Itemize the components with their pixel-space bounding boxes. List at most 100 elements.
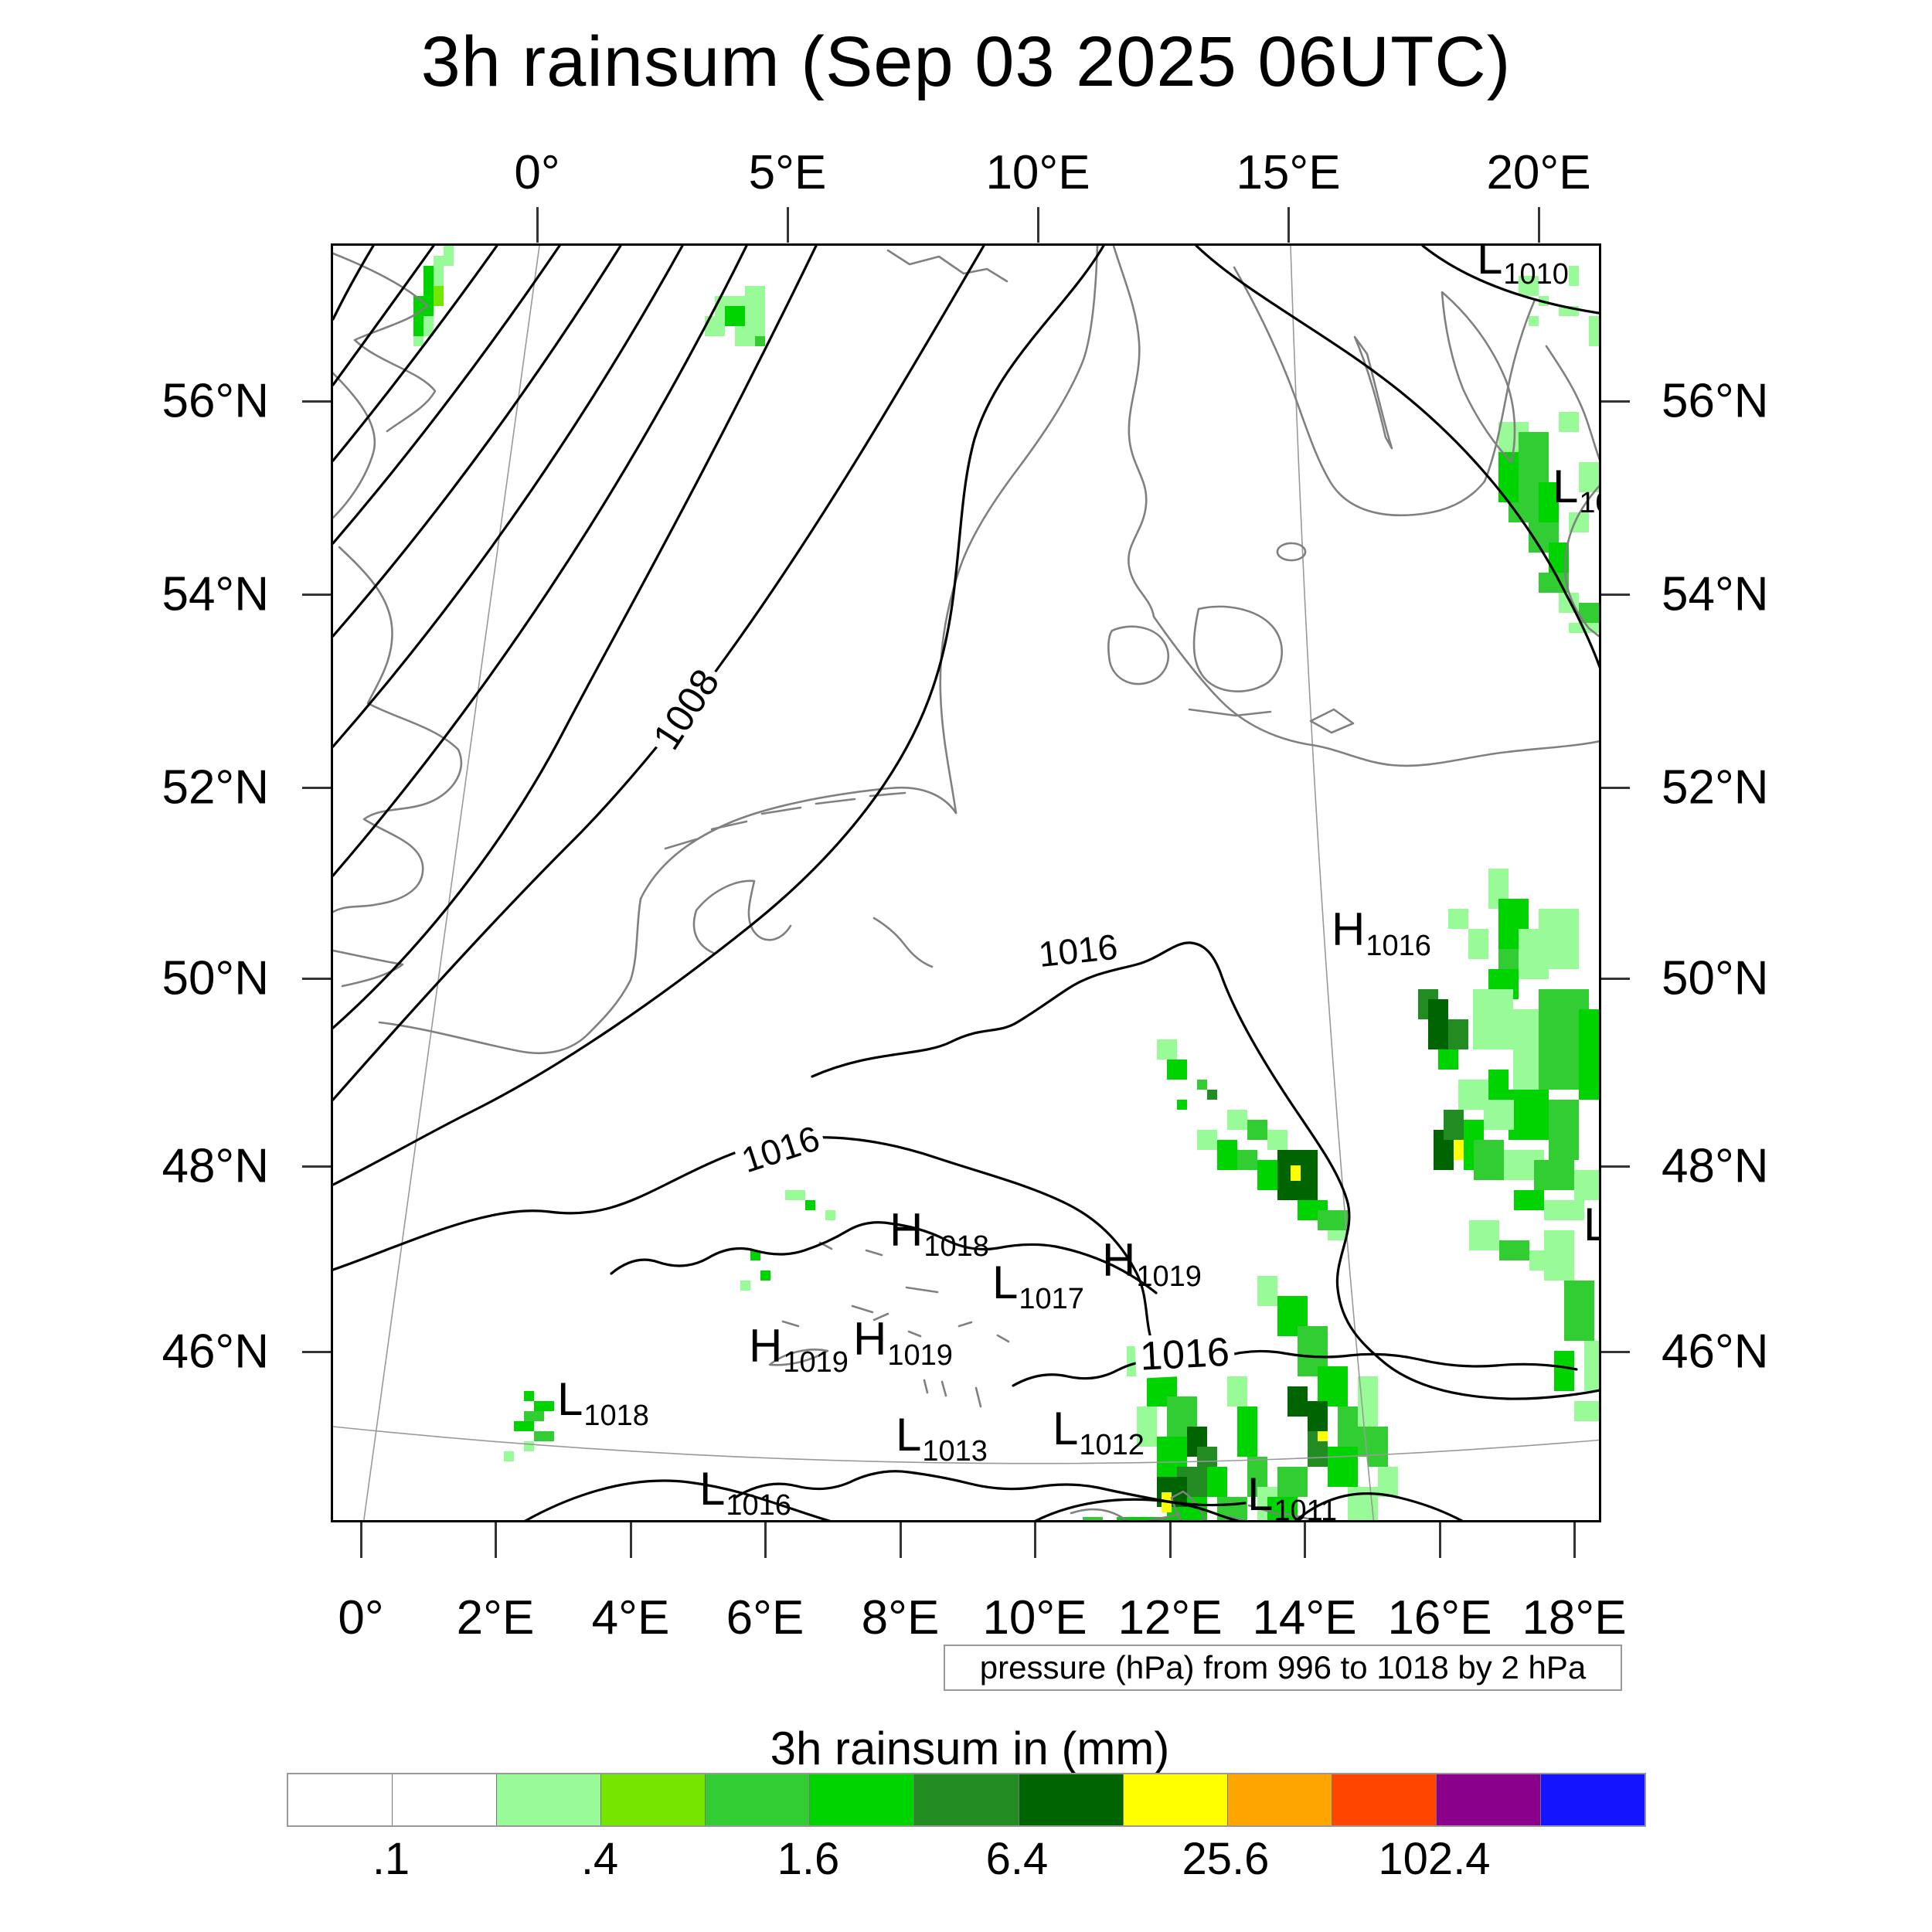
rain-cell <box>1328 1447 1358 1487</box>
axis-label-right: 54°N <box>1662 567 1769 621</box>
rain-cell <box>524 1391 534 1401</box>
pressure-value: 1019 <box>1136 1260 1202 1293</box>
pressure-marker-l1012: L1012 <box>1053 1406 1145 1461</box>
rain-cell <box>785 1190 805 1200</box>
parallel-45N <box>333 1426 1599 1464</box>
rain-cell <box>1308 1401 1328 1431</box>
rain-cell <box>1207 1090 1217 1100</box>
axis-tick-bottom <box>1169 1522 1172 1558</box>
axis-tick-left <box>302 594 331 596</box>
axis-tick-bottom <box>1439 1522 1441 1558</box>
rain-cell <box>1454 1140 1464 1160</box>
isobar-alpine-1 <box>610 1221 1158 1294</box>
legend-cell-1 <box>393 1774 498 1825</box>
rain-cell <box>1509 502 1539 522</box>
rain-cell <box>1291 1165 1301 1181</box>
rain-cell <box>524 1411 544 1421</box>
axis-label-left: 46°N <box>162 1325 269 1379</box>
pressure-marker-h1019: H1019 <box>749 1320 849 1378</box>
meridian-15E <box>1290 246 1375 1520</box>
axis-label-bottom: 18°E <box>1522 1591 1627 1645</box>
pressure-letter: H <box>749 1320 783 1372</box>
axis-tick-bottom <box>630 1522 632 1558</box>
rain-cell <box>1117 1517 1187 1520</box>
isobar-alpine-2 <box>1012 1349 1578 1387</box>
rain-cell <box>1509 1090 1549 1140</box>
lake-geneva <box>768 1349 829 1366</box>
axis-tick-top <box>1037 207 1039 243</box>
rain-cell <box>1514 1190 1544 1210</box>
pressure-value: 1010 <box>1503 258 1569 291</box>
pressure-value: 1016 <box>726 1489 791 1522</box>
rain-cell <box>434 286 444 306</box>
rain-cell <box>1473 989 1513 1049</box>
rain-cell <box>1569 266 1579 286</box>
island-gotland <box>1440 291 1516 464</box>
rain-cell <box>1444 1110 1464 1140</box>
axis-tick-top <box>536 207 539 243</box>
rain-cell <box>760 1270 770 1281</box>
rain-cell <box>1564 1281 1594 1341</box>
rain-cell <box>1318 1366 1348 1406</box>
axis-label-top: 15°E <box>1236 146 1341 199</box>
axis-tick-right <box>1601 1165 1630 1168</box>
axis-label-top: 0° <box>514 146 560 199</box>
rain-cell <box>1474 1140 1504 1180</box>
legend-cell-7 <box>1019 1774 1124 1825</box>
axis-tick-top <box>787 207 789 243</box>
legend-cell-9 <box>1227 1774 1332 1825</box>
rain-cell <box>1574 1170 1599 1200</box>
legend-cell-6 <box>914 1774 1019 1825</box>
rain-cell <box>1579 1009 1599 1100</box>
pressure-marker-l1011: L1011 <box>1247 1471 1337 1521</box>
axis-tick-left <box>302 787 331 789</box>
contour-label-1016: 1016 <box>1032 927 1124 975</box>
axis-label-bottom: 6°E <box>726 1591 804 1645</box>
rain-cell <box>524 1441 534 1451</box>
axis-tick-right <box>1601 400 1630 403</box>
axis-label-right: 48°N <box>1662 1139 1769 1193</box>
rain-cell <box>805 1200 815 1210</box>
coast-baltic-east <box>1545 345 1599 638</box>
rain-cell <box>755 336 765 346</box>
axis-tick-left <box>302 1351 331 1353</box>
pressure-value: 1012 <box>1079 1429 1145 1461</box>
axis-tick-left <box>302 1165 331 1168</box>
legend-title: 3h rainsum in (mm) <box>770 1723 1170 1774</box>
rain-cell <box>413 296 423 336</box>
axis-tick-top <box>1287 207 1290 243</box>
rain-cell <box>1539 482 1559 522</box>
coast-norway-south <box>886 249 1009 283</box>
legend-cell-3 <box>601 1774 706 1825</box>
axis-label-bottom: 12°E <box>1117 1591 1223 1645</box>
axis-label-bottom: 10°E <box>982 1591 1087 1645</box>
rain-cell <box>1529 316 1539 326</box>
elbe-estuary <box>872 917 934 968</box>
axis-label-bottom: 4°E <box>591 1591 670 1645</box>
rain-cell <box>1484 1100 1514 1130</box>
rain-cell <box>1574 1401 1599 1421</box>
pressure-value: 1013 <box>922 1435 988 1468</box>
isobar-layer <box>333 246 1599 1520</box>
axis-tick-bottom <box>900 1522 902 1558</box>
pressure-marker-h1019: H1019 <box>853 1316 953 1371</box>
rain-cell <box>1469 1220 1499 1250</box>
pressure-marker-h1018: H1018 <box>889 1207 989 1262</box>
legend-cell-8 <box>1123 1774 1228 1825</box>
isobar <box>1195 246 1599 669</box>
axis-label-left: 52°N <box>162 760 269 815</box>
coast-france-belgium <box>378 897 642 1054</box>
pressure-marker-l1018: L1018 <box>557 1376 649 1431</box>
pressure-value: 1011 <box>1274 1495 1338 1522</box>
island-ruegen <box>1309 708 1355 734</box>
island-oland <box>1353 335 1393 450</box>
rain-cell <box>1137 1406 1157 1447</box>
pressure-value: 1018 <box>583 1400 649 1432</box>
pressure-marker-lcut: L <box>1583 1202 1599 1248</box>
rain-cell <box>1559 412 1579 432</box>
rain-cell <box>825 1210 835 1220</box>
rain-shading-layer <box>413 246 1599 1520</box>
axis-tick-left <box>302 978 331 980</box>
pressure-letter: H <box>1332 903 1366 955</box>
rain-cell <box>1247 1120 1267 1140</box>
